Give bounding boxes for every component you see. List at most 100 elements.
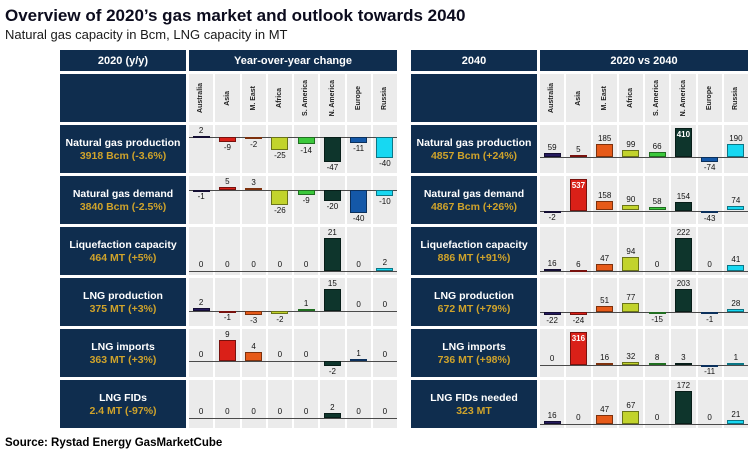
bar-m-east xyxy=(596,143,614,157)
bar-s-america xyxy=(648,363,666,366)
row-total-value: 323 MT xyxy=(456,404,492,417)
row-total-value: 3918 Bcm (-3.6%) xyxy=(79,149,167,162)
zero-axis-line xyxy=(540,156,748,158)
region-header-asia: Asia xyxy=(215,74,240,122)
bar-value-label: 16 xyxy=(547,410,557,420)
bar-australia xyxy=(543,420,561,424)
bar-value-label: -14 xyxy=(300,145,312,155)
row-chart-liquefaction-capacity: 16 6 47 94 0 222 0 41 xyxy=(540,227,748,275)
bar-m-east xyxy=(596,264,614,271)
bar-value-label: 410 xyxy=(676,130,691,139)
bar-s-america xyxy=(297,189,315,196)
row-title: Liquefaction capacity xyxy=(420,238,528,251)
row-title: Natural gas demand xyxy=(72,187,174,200)
bar-value-label: 190 xyxy=(729,133,743,143)
bar-asia xyxy=(569,332,587,365)
bar-value-label: -2 xyxy=(548,213,556,222)
bar-value-label: 0 xyxy=(382,299,388,309)
bar-value-label: 154 xyxy=(676,191,691,201)
bar-russia xyxy=(727,420,745,424)
chart-cell xyxy=(346,380,371,428)
bar-value-label: -47 xyxy=(326,163,339,172)
region-header-row: Australia Asia M. East Africa S. America N. A… xyxy=(540,74,748,122)
bar-value-label: -1 xyxy=(223,313,231,323)
chart-panels: 2020 (y/y) Year-over-year change Australia… xyxy=(60,50,750,428)
row-title: LNG FIDs xyxy=(99,391,147,404)
bar-n-america xyxy=(323,189,341,202)
chart-cell xyxy=(189,278,214,326)
chart-cell xyxy=(294,329,319,377)
chart-cell xyxy=(540,278,565,326)
region-header-label: Europe xyxy=(354,85,362,111)
chart-cell xyxy=(540,380,565,428)
row-label-natural-gas-demand: Natural gas demand 4867 Bcm (+26%) xyxy=(411,176,537,224)
region-header-europe: Europe xyxy=(346,74,371,122)
bar-value-label: 90 xyxy=(626,195,636,205)
bar-value-label: 0 xyxy=(707,413,712,422)
bar-value-label: 16 xyxy=(600,353,610,363)
chart-cell xyxy=(566,125,591,173)
region-header-label: Australia xyxy=(548,83,556,113)
bar-n-america xyxy=(323,289,341,311)
chart-cell xyxy=(540,227,565,275)
bar-asia xyxy=(569,155,587,158)
region-header-s-america: S. America xyxy=(294,74,319,122)
chart-cell xyxy=(566,380,591,428)
bar-value-label: 16 xyxy=(547,258,557,268)
bar-value-label: 172 xyxy=(676,381,691,390)
chart-cell xyxy=(618,176,643,224)
row-total-value: 4867 Bcm (+26%) xyxy=(430,200,518,213)
bar-m-east xyxy=(596,415,614,424)
chart-cell xyxy=(645,227,670,275)
bar-value-label: -9 xyxy=(302,196,310,206)
bar-value-label: 1 xyxy=(733,353,739,363)
bar-n-america xyxy=(323,238,341,271)
chart-cell xyxy=(697,125,722,173)
row-label-lng-production: LNG production 672 MT (+79%) xyxy=(411,278,537,326)
row-chart-lng-production: -22 -24 51 77 -15 203 -1 28 xyxy=(540,278,748,326)
bar-value-label: -3 xyxy=(250,316,258,325)
bar-europe xyxy=(350,137,368,143)
bar-value-label: 0 xyxy=(303,260,309,269)
chart-cell xyxy=(372,278,397,326)
bar-russia xyxy=(376,189,394,196)
row-label-lng-fids-needed: LNG FIDs needed 323 MT xyxy=(411,380,537,428)
row-title: LNG production xyxy=(83,289,163,302)
bar-asia xyxy=(218,187,236,190)
chart-cell xyxy=(294,380,319,428)
chart-cell xyxy=(215,380,240,428)
bar-value-label: -20 xyxy=(326,202,339,212)
panel-right-2040: 2040 2020 vs 2040 Australia Asia M. East Afri… xyxy=(411,50,748,428)
bar-value-label: 99 xyxy=(626,139,636,149)
bar-value-label: 94 xyxy=(626,247,636,256)
row-label-lng-production: LNG production 375 MT (+3%) xyxy=(60,278,186,326)
chart-cell xyxy=(723,329,748,377)
row-chart-natural-gas-demand: -2 537 158 90 58 154 -43 74 xyxy=(540,176,748,224)
bar-africa xyxy=(271,189,289,205)
chart-cell xyxy=(372,176,397,224)
bar-value-label: 9 xyxy=(225,330,230,339)
chart-cell xyxy=(592,329,617,377)
bar-n-america xyxy=(674,201,692,211)
bar-value-label: 0 xyxy=(251,260,256,269)
bar-africa xyxy=(622,149,640,157)
bar-europe xyxy=(701,364,719,367)
bar-value-label: -2 xyxy=(328,367,336,376)
bar-europe xyxy=(701,312,719,315)
chart-cell xyxy=(241,125,266,173)
row-label-liquefaction-capacity: Liquefaction capacity 464 MT (+5%) xyxy=(60,227,186,275)
row-total-value: 363 MT (+3%) xyxy=(89,353,157,366)
chart-cell xyxy=(215,227,240,275)
row-total-value: 375 MT (+3%) xyxy=(89,302,157,315)
chart-cell xyxy=(645,176,670,224)
bar-europe xyxy=(701,210,719,213)
region-header-label: S. America xyxy=(653,80,661,116)
chart-cell xyxy=(697,278,722,326)
panel-period-header: 2040 xyxy=(411,50,537,71)
chart-cell xyxy=(294,125,319,173)
bar-value-label: 5 xyxy=(576,145,581,155)
bar-value-label: 3 xyxy=(251,178,256,188)
row-total-value: 2.4 MT (-97%) xyxy=(89,404,157,417)
bar-n-america xyxy=(323,137,341,162)
row-chart-background xyxy=(540,278,748,326)
